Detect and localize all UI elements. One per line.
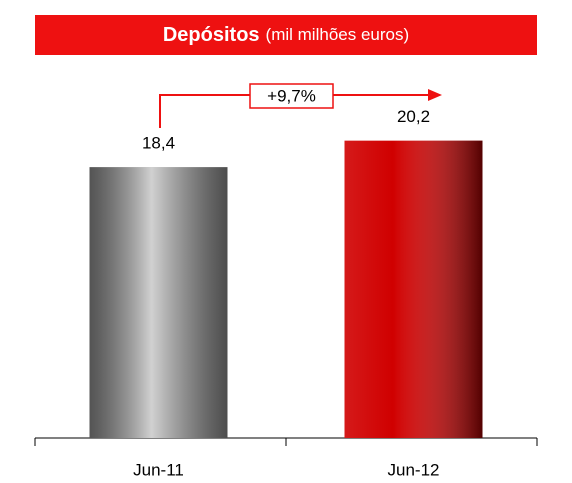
value-label: 20,2 [397,107,430,126]
value-label: 18,4 [142,134,175,153]
bar-shading [344,140,483,438]
bar-group [344,140,483,438]
growth-arrow [159,94,432,128]
annotation: +9,7% [267,86,316,105]
chart-subtitle: (mil milhões euros) [266,25,410,44]
title-group: Depósitos (mil milhões euros) [163,24,409,46]
bar-shading [89,167,228,439]
title-banner [35,15,537,55]
arrow-head [428,89,442,101]
x-tick-label: Jun-12 [388,460,440,479]
chart-title: Depósitos [163,24,260,46]
bar-group [89,167,228,439]
x-tick-label: Jun-11 [133,460,184,479]
annotation-box [249,83,334,109]
